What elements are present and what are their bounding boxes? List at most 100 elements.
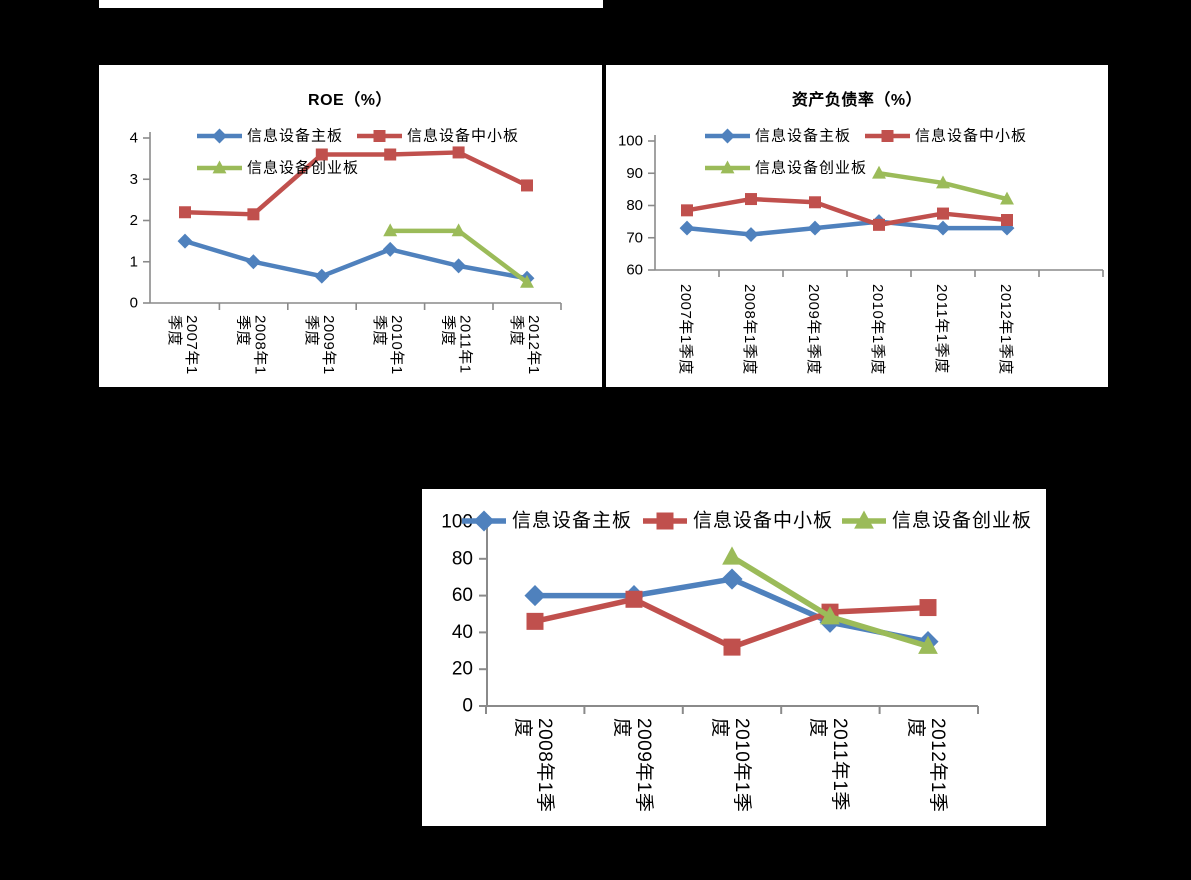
x-tick-label: 2010年1季度 bbox=[371, 315, 405, 375]
series-diamond-marker bbox=[451, 258, 467, 274]
chart-title: ROE（%） bbox=[308, 91, 392, 109]
series-diamond-marker bbox=[743, 227, 759, 242]
y-tick-label: 60 bbox=[452, 585, 473, 606]
y-tick-label: 4 bbox=[130, 130, 138, 147]
series-square-marker bbox=[809, 196, 821, 209]
series-square-marker bbox=[526, 612, 544, 630]
legend-label: 信息设备创业板 bbox=[755, 159, 867, 177]
series-square-marker bbox=[373, 130, 386, 142]
legend-label: 信息设备主板 bbox=[247, 127, 343, 145]
y-tick-label: 80 bbox=[626, 197, 643, 214]
series-line-0 bbox=[182, 238, 530, 281]
x-tick-label: 2009年1季度 bbox=[805, 284, 822, 375]
y-tick-label: 100 bbox=[618, 133, 643, 150]
series-triangle-marker bbox=[520, 274, 534, 288]
x-tick-label: 2010年1季度 bbox=[869, 284, 886, 375]
y-tick-label: 3 bbox=[130, 171, 138, 188]
legend-label: 信息设备中小板 bbox=[693, 510, 833, 532]
series-square-marker bbox=[452, 146, 465, 159]
bottom-chart-panel: 0 20 40 60 80 100 2008年1季度 2009年1季度 2010年1季度 2011… bbox=[422, 489, 1046, 826]
series-square-marker bbox=[521, 179, 533, 192]
x-tick-label: 2007年1季度 bbox=[166, 315, 200, 375]
x-tick-label: 2009年1季度 bbox=[611, 718, 655, 812]
series-square-marker bbox=[723, 638, 741, 656]
y-tick-label: 0 bbox=[462, 696, 473, 717]
series-diamond-marker bbox=[524, 585, 546, 607]
legend-label: 信息设备创业板 bbox=[892, 510, 1032, 532]
series-diamond-marker bbox=[177, 233, 193, 249]
y-tick-label: 1 bbox=[130, 253, 138, 270]
series-diamond-marker bbox=[382, 241, 398, 257]
series-triangle-marker bbox=[872, 165, 886, 179]
series-line-1 bbox=[684, 196, 1010, 228]
legend-label: 信息设备中小板 bbox=[915, 127, 1027, 145]
debt-ratio-chart-panel: 资产负债率（%） 60 70 80 90 100 2007年1季度 2008年1季度 2009年… bbox=[606, 65, 1108, 387]
series-triangle-marker bbox=[854, 510, 874, 529]
series-square-marker bbox=[873, 218, 885, 231]
series-diamond-marker bbox=[314, 268, 330, 284]
y-tick-label: 70 bbox=[626, 229, 643, 246]
series-square-marker bbox=[625, 590, 643, 608]
series-triangle-marker bbox=[820, 606, 840, 625]
series-triangle-marker bbox=[212, 160, 227, 174]
series-diamond-marker bbox=[212, 128, 227, 144]
roe-line-chart: ROE（%） 0 1 2 3 4 2007年1季度 2008年1季度 2009年1季度 2010年… bbox=[130, 91, 562, 375]
x-tick-label: 2011年1季度 bbox=[933, 284, 950, 374]
series-square-marker bbox=[681, 204, 693, 217]
y-tick-label: 2 bbox=[130, 212, 138, 229]
series-square-marker bbox=[937, 207, 949, 220]
y-tick-label: 100 bbox=[441, 512, 473, 533]
y-tick-label: 20 bbox=[452, 659, 473, 680]
debt-ratio-line-chart: 资产负债率（%） 60 70 80 90 100 2007年1季度 2008年1季度 2009年… bbox=[618, 90, 1104, 375]
series-triangle-marker bbox=[722, 546, 742, 565]
series-triangle-marker bbox=[720, 160, 735, 174]
series-square-marker bbox=[1001, 214, 1013, 227]
series-square-marker bbox=[881, 130, 894, 142]
x-tick-label: 2011年1季度 bbox=[440, 315, 474, 374]
series-square-marker bbox=[247, 208, 260, 221]
x-tick-label: 2008年1季度 bbox=[234, 315, 268, 375]
series-square-marker bbox=[384, 148, 397, 161]
series-square-marker bbox=[919, 599, 937, 617]
x-tick-label: 2008年1季度 bbox=[741, 284, 758, 375]
legend-label: 信息设备主板 bbox=[755, 127, 851, 145]
legend-label: 信息设备中小板 bbox=[407, 127, 519, 145]
legend-label: 信息设备主板 bbox=[512, 510, 632, 532]
series-diamond-marker bbox=[720, 128, 735, 144]
series-square-marker bbox=[656, 512, 674, 530]
series-square-marker bbox=[315, 148, 328, 161]
x-tick-label: 2008年1季度 bbox=[512, 718, 556, 812]
series-diamond-marker bbox=[245, 254, 261, 270]
x-tick-label: 2012年1季度 bbox=[905, 718, 949, 812]
series-square-marker bbox=[179, 206, 191, 219]
y-tick-label: 40 bbox=[452, 622, 473, 643]
series-triangle-marker bbox=[1000, 191, 1014, 205]
x-tick-label: 2010年1季度 bbox=[709, 718, 753, 812]
series-line-0 bbox=[684, 219, 1010, 237]
x-tick-label: 2011年1季度 bbox=[807, 718, 851, 811]
roe-chart-panel: ROE（%） 0 1 2 3 4 2007年1季度 2008年1季度 2009年1季度 2010年… bbox=[99, 65, 602, 387]
series-diamond-marker bbox=[679, 220, 695, 236]
y-tick-label: 90 bbox=[626, 165, 643, 182]
series-triangle-marker bbox=[383, 223, 398, 237]
series-diamond-marker bbox=[935, 220, 951, 236]
series-diamond-marker bbox=[721, 568, 743, 590]
series-square-marker bbox=[745, 193, 757, 206]
x-tick-label: 2007年1季度 bbox=[677, 284, 694, 375]
legend-label: 信息设备创业板 bbox=[247, 159, 359, 177]
series-triangle-marker bbox=[918, 635, 938, 654]
series-triangle-marker bbox=[936, 175, 950, 189]
chart-title: 资产负债率（%） bbox=[792, 90, 922, 109]
y-tick-label: 60 bbox=[626, 262, 643, 279]
series-diamond-marker bbox=[473, 510, 495, 532]
x-tick-label: 2012年1季度 bbox=[508, 315, 542, 375]
series-diamond-marker bbox=[807, 220, 823, 236]
x-tick-label: 2009年1季度 bbox=[303, 315, 337, 375]
top-strip-artifact bbox=[99, 0, 603, 8]
bottom-line-chart: 0 20 40 60 80 100 2008年1季度 2009年1季度 2010年1季度 2011… bbox=[441, 510, 1032, 813]
y-tick-label: 0 bbox=[130, 295, 138, 312]
series-line-1 bbox=[182, 150, 530, 217]
x-tick-label: 2012年1季度 bbox=[997, 284, 1014, 375]
series-triangle-marker bbox=[451, 223, 466, 237]
